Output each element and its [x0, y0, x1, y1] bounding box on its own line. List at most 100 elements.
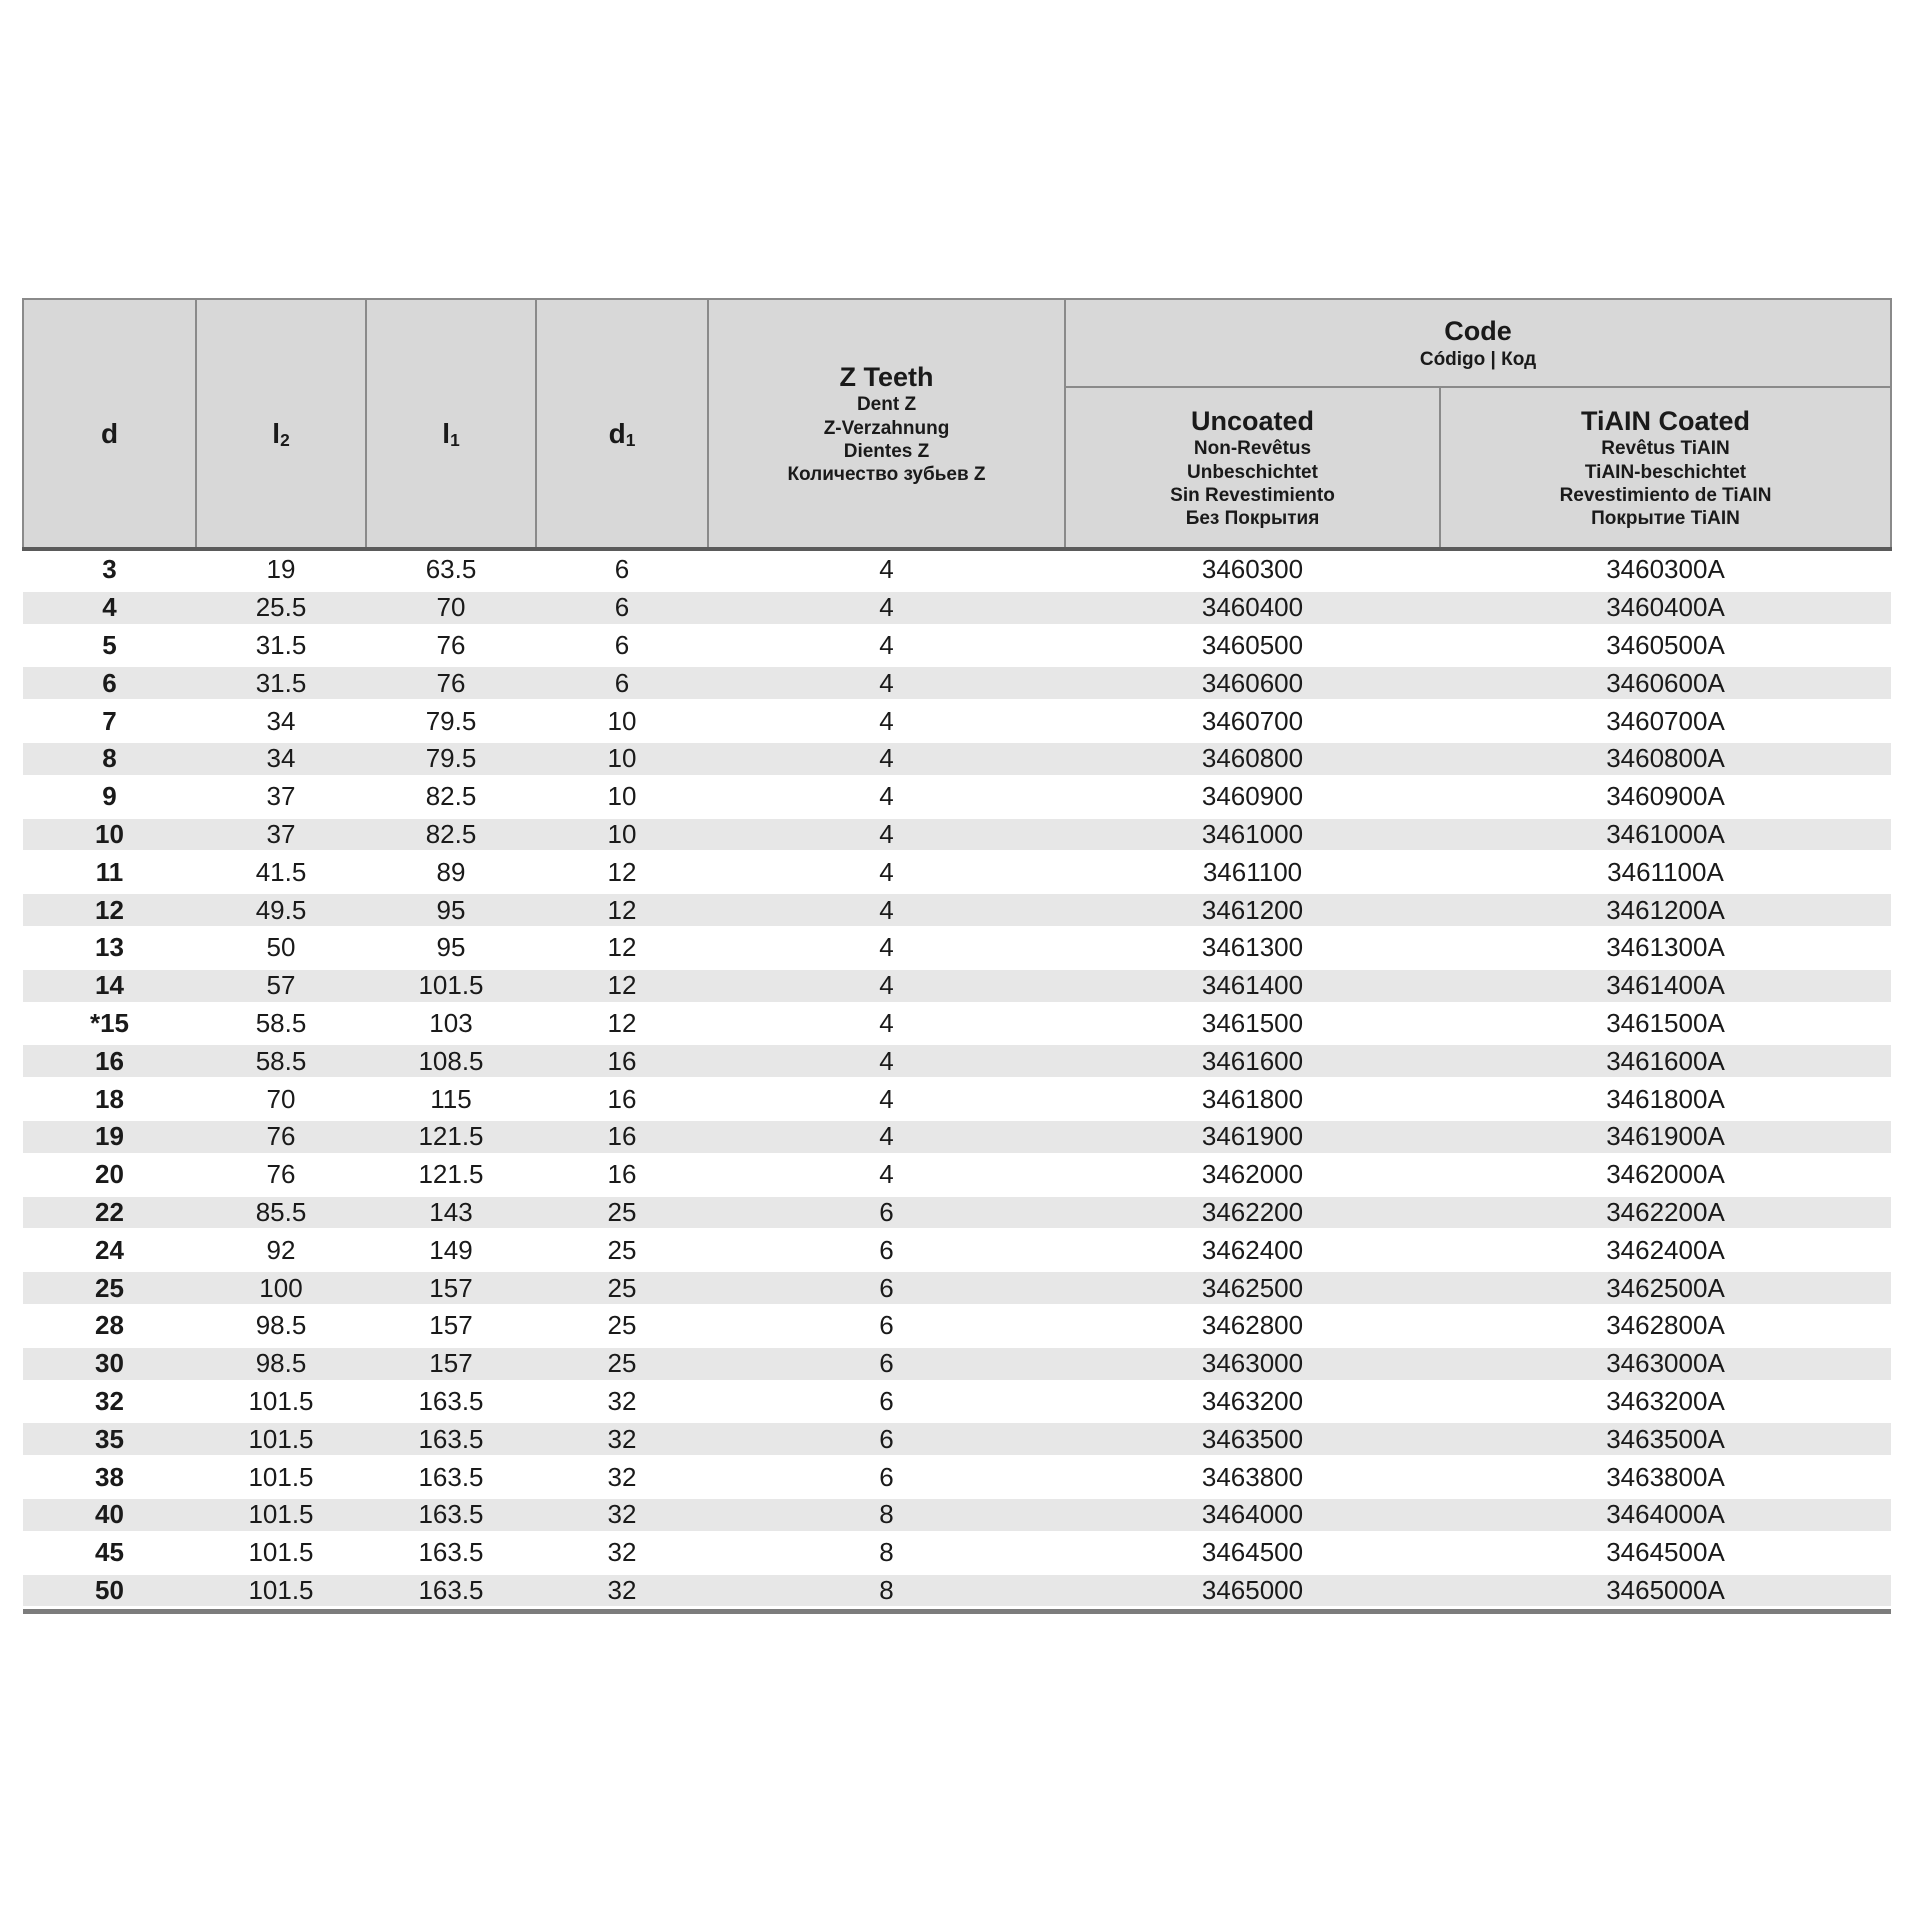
cell-d: 18 [23, 1080, 196, 1118]
tialn-subtitle-de: TiAIN-beschichtet [1584, 461, 1747, 483]
table-row: *15 58.5 103 12 4 3461500 3461500A [23, 1004, 1891, 1043]
cell-code-tialn: 3462000A [1440, 1155, 1891, 1194]
cell-l2: 34 [196, 739, 366, 778]
tialn-subtitle-es: Revestimiento de TiAIN [1559, 484, 1772, 506]
cell-l1: 95 [366, 928, 536, 967]
cell-code-uncoated: 3461000 [1065, 815, 1440, 854]
table-row: 28 98.5 157 25 6 3462800 3462800A [23, 1306, 1891, 1345]
column-header-tialn-coated: TiAIN Coated Revêtus TiAIN TiAIN-beschic… [1439, 386, 1892, 550]
table-row: 4 25.5 70 6 4 3460400 3460400A [23, 588, 1891, 627]
cell-d1: 12 [536, 853, 708, 892]
header-row-sub: Uncoated Non-Revêtus Unbeschichtet Sin R… [23, 386, 1892, 550]
cell-d1: 25 [536, 1344, 708, 1383]
cell-code-uncoated: 3460500 [1065, 626, 1440, 665]
cell-d: *15 [23, 1004, 196, 1043]
cell-d1: 6 [536, 549, 708, 589]
z-teeth-subtitle-de: Z-Verzahnung [823, 417, 950, 439]
cell-z-teeth: 6 [708, 1458, 1065, 1496]
cell-d1: 12 [536, 1004, 708, 1043]
cell-code-tialn: 3461300A [1440, 928, 1891, 967]
cell-l1: 76 [366, 626, 536, 665]
cell-code-tialn: 3462500A [1440, 1269, 1891, 1307]
cell-l2: 58.5 [196, 1004, 366, 1043]
table-row: 38 101.5 163.5 32 6 3463800 3463800A [23, 1458, 1891, 1496]
cell-l2: 70 [196, 1080, 366, 1118]
cell-code-uncoated: 3460700 [1065, 702, 1440, 740]
cell-z-teeth: 4 [708, 928, 1065, 967]
cell-code-uncoated: 3461500 [1065, 1004, 1440, 1043]
table-row: 35 101.5 163.5 32 6 3463500 3463500A [23, 1420, 1891, 1459]
cell-d1: 16 [536, 1117, 708, 1156]
cell-z-teeth: 8 [708, 1533, 1065, 1572]
column-header-l2-label: l2 [197, 418, 365, 450]
cell-d: 16 [23, 1042, 196, 1081]
cell-code-tialn: 3464000A [1440, 1495, 1891, 1534]
cell-d: 9 [23, 777, 196, 816]
z-teeth-subtitle-ru: Количество зубьев Z [787, 463, 986, 485]
cell-l1: 95 [366, 891, 536, 929]
cell-code-uncoated: 3460900 [1065, 777, 1440, 816]
cell-d: 8 [23, 739, 196, 778]
table-row: 19 76 121.5 16 4 3461900 3461900A [23, 1117, 1891, 1156]
cell-code-uncoated: 3461800 [1065, 1080, 1440, 1118]
cell-d1: 10 [536, 739, 708, 778]
cell-d: 22 [23, 1193, 196, 1232]
cell-l1: 121.5 [366, 1155, 536, 1194]
table-row: 50 101.5 163.5 32 8 3465000 3465000A [23, 1571, 1891, 1612]
column-header-d-label: d [24, 418, 195, 450]
cell-l2: 101.5 [196, 1495, 366, 1534]
cell-code-tialn: 3461600A [1440, 1042, 1891, 1081]
code-title: Code [1444, 316, 1512, 347]
cell-d1: 10 [536, 815, 708, 854]
cell-d: 12 [23, 891, 196, 929]
cell-code-tialn: 3460400A [1440, 588, 1891, 627]
table-row: 5 31.5 76 6 4 3460500 3460500A [23, 626, 1891, 665]
cell-l1: 82.5 [366, 777, 536, 816]
table-row: 8 34 79.5 10 4 3460800 3460800A [23, 739, 1891, 778]
cell-l2: 101.5 [196, 1533, 366, 1572]
cell-l1: 115 [366, 1080, 536, 1118]
cell-l2: 58.5 [196, 1042, 366, 1081]
cell-d1: 32 [536, 1420, 708, 1459]
table-row: 11 41.5 89 12 4 3461100 3461100A [23, 853, 1891, 892]
cell-d1: 32 [536, 1458, 708, 1496]
cell-d1: 6 [536, 588, 708, 627]
cell-l1: 163.5 [366, 1571, 536, 1612]
z-teeth-subtitle-fr: Dent Z [856, 394, 917, 416]
cell-code-tialn: 3460300A [1440, 549, 1891, 589]
cell-l2: 25.5 [196, 588, 366, 627]
cell-d: 32 [23, 1382, 196, 1421]
cell-l2: 19 [196, 549, 366, 589]
cell-l1: 121.5 [366, 1117, 536, 1156]
cell-z-teeth: 4 [708, 702, 1065, 740]
cell-code-tialn: 3464500A [1440, 1533, 1891, 1572]
cell-z-teeth: 4 [708, 739, 1065, 778]
header-row-top: d l2 l1 d1 Z Teeth Dent Z Z-Verzahnung D… [22, 298, 1892, 550]
z-teeth-title: Z Teeth [839, 361, 934, 392]
cell-d1: 25 [536, 1193, 708, 1232]
cell-d: 3 [23, 549, 196, 589]
cell-l2: 98.5 [196, 1306, 366, 1345]
cell-l2: 101.5 [196, 1458, 366, 1496]
cell-code-tialn: 3461100A [1440, 853, 1891, 892]
cell-code-uncoated: 3461300 [1065, 928, 1440, 967]
cell-code-uncoated: 3463000 [1065, 1344, 1440, 1383]
cell-d: 28 [23, 1306, 196, 1345]
cell-z-teeth: 6 [708, 1344, 1065, 1383]
column-header-d: d [22, 298, 197, 550]
column-header-d1: d1 [535, 298, 709, 550]
cell-d1: 10 [536, 777, 708, 816]
cell-code-uncoated: 3463500 [1065, 1420, 1440, 1459]
cell-code-tialn: 3460700A [1440, 702, 1891, 740]
cell-z-teeth: 6 [708, 1306, 1065, 1345]
cell-d: 30 [23, 1344, 196, 1383]
cell-l2: 41.5 [196, 853, 366, 892]
cell-d1: 16 [536, 1042, 708, 1081]
cell-l2: 57 [196, 966, 366, 1005]
table-row: 10 37 82.5 10 4 3461000 3461000A [23, 815, 1891, 854]
cell-d: 38 [23, 1458, 196, 1496]
uncoated-title: Uncoated [1190, 405, 1315, 436]
cell-code-tialn: 3462800A [1440, 1306, 1891, 1345]
cell-z-teeth: 4 [708, 1155, 1065, 1194]
cell-l2: 92 [196, 1231, 366, 1270]
